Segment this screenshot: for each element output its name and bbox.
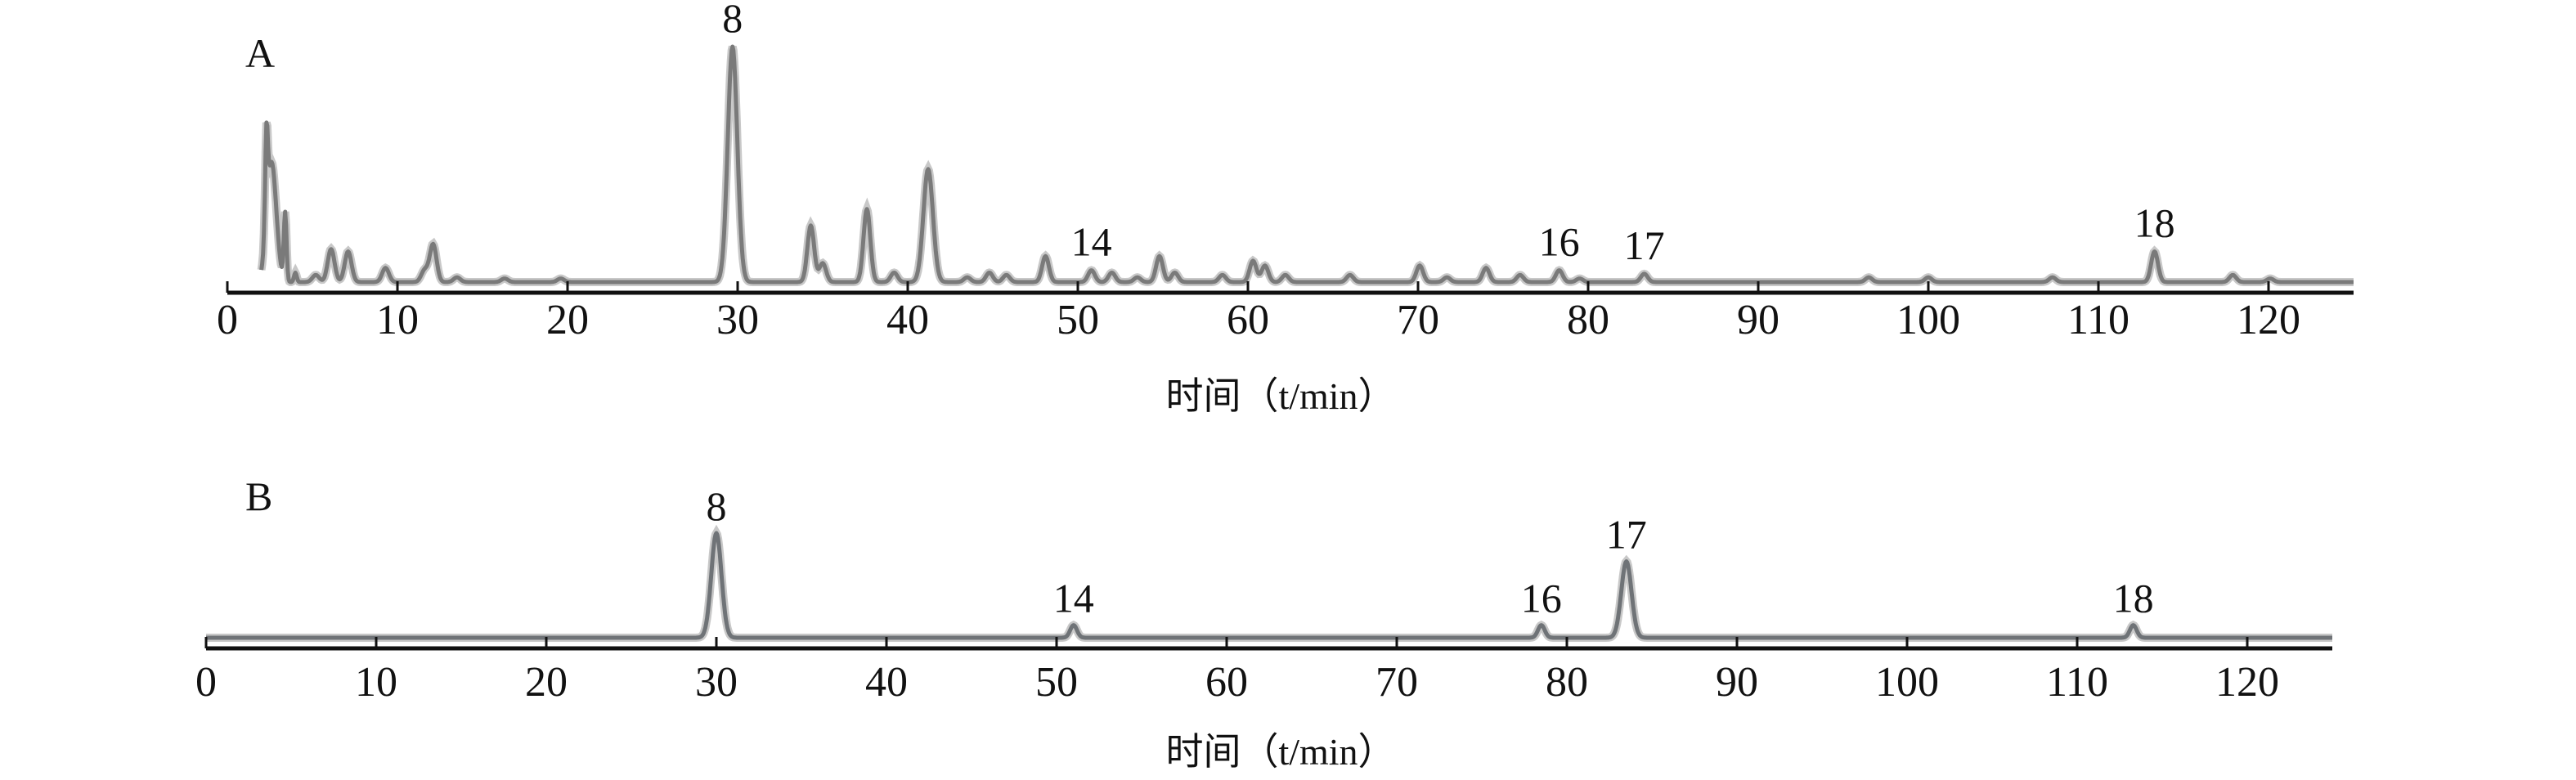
trace-shadow xyxy=(257,45,2354,286)
peak-label-8: 8 xyxy=(722,0,743,41)
x-tick-label: 80 xyxy=(1546,659,1588,706)
x-tick-label: 40 xyxy=(865,659,908,706)
x-tick-label: 120 xyxy=(2215,659,2279,706)
x-tick-label: 30 xyxy=(695,659,738,706)
x-tick-label: 90 xyxy=(1716,659,1758,706)
x-tick-label: 0 xyxy=(195,659,217,706)
x-tick-label: 20 xyxy=(546,297,589,343)
x-axis-label: 时间（t/min） xyxy=(1165,731,1395,773)
panel-label: B xyxy=(245,473,272,519)
chromatogram-trace xyxy=(204,531,2334,640)
chromatogram-trace xyxy=(259,44,2355,285)
x-tick-label: 70 xyxy=(1376,659,1418,706)
x-axis-label: 时间（t/min） xyxy=(1165,375,1395,417)
peak-label-18: 18 xyxy=(2113,576,2154,621)
x-tick-label: 110 xyxy=(2046,659,2108,706)
x-tick-label: 40 xyxy=(886,297,929,343)
panel-a: 0 10 20 30 40 50 60 70 80 90 100 110 120 A 时间（t/min） 8 1… xyxy=(217,0,2355,417)
peak-label-17: 17 xyxy=(1606,512,1647,558)
peak-label-18: 18 xyxy=(2134,200,2175,246)
peak-label-17: 17 xyxy=(1624,222,1665,268)
x-tick-label: 60 xyxy=(1205,659,1248,706)
x-tick-label: 120 xyxy=(2237,297,2300,343)
x-tick-label: 110 xyxy=(2067,297,2129,343)
peak-label-14: 14 xyxy=(1053,576,1094,621)
x-tick-label: 70 xyxy=(1397,297,1439,343)
x-tick-label: 20 xyxy=(525,659,568,706)
peak-label-14: 14 xyxy=(1071,219,1112,265)
x-tick-label: 0 xyxy=(217,297,238,343)
trace-shadow xyxy=(206,524,2332,642)
x-tick-label: 30 xyxy=(716,297,759,343)
peak-label-8: 8 xyxy=(707,483,727,529)
peak-label-16: 16 xyxy=(1521,576,1562,621)
x-tick-label: 10 xyxy=(355,659,397,706)
x-tick-label: 50 xyxy=(1057,297,1099,343)
x-tick-label: 100 xyxy=(1875,659,1939,706)
x-tick-label: 80 xyxy=(1567,297,1609,343)
x-tick-label: 100 xyxy=(1896,297,1960,343)
x-tick-label: 60 xyxy=(1227,297,1269,343)
x-tick-label: 90 xyxy=(1737,297,1779,343)
peak-label-16: 16 xyxy=(1539,219,1580,265)
x-tick-label: 50 xyxy=(1035,659,1078,706)
panel-label: A xyxy=(245,30,275,76)
panel-b: 0 10 20 30 40 50 60 70 80 90 100 110 120 B 时间（t/min） 8 1… xyxy=(195,473,2334,773)
x-tick-label: 10 xyxy=(376,297,419,343)
